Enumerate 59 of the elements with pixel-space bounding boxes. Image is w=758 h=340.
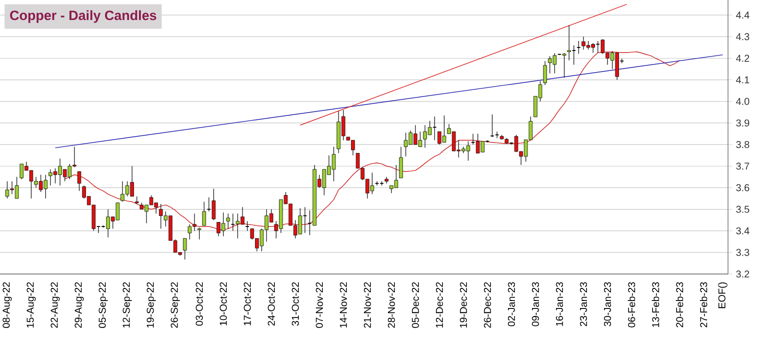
candlestick [245,220,250,232]
x-tick-label: 16-Jan-23 [556,282,563,326]
x-tick-label: 28-Nov-22 [388,282,395,328]
x-tick-label: 14-Nov-22 [340,282,347,328]
x-tick-label: 26-Dec-22 [484,282,491,328]
x-tick-label: 23-Jan-23 [580,282,587,326]
x-tick-label: 02-Jan-23 [508,282,515,326]
y-tick-label: 4.1 [736,76,750,84]
x-tick-label: 17-Oct-22 [244,282,251,326]
y-tick-label: 3.3 [736,248,750,256]
candlestick [197,227,202,240]
y-tick-label: 3.5 [736,206,750,213]
x-tick-label: 26-Sep-22 [170,282,180,328]
x-tick-label: 05-Dec-22 [412,282,419,328]
x-tick-label: 29-Aug-22 [74,282,84,328]
candlestick [490,114,494,138]
x-tick-label: 22-Aug-22 [50,282,60,328]
y-tick-label: 3.6 [736,184,750,192]
y-tick-label: 4.3 [736,33,750,40]
candlestick [230,213,236,232]
candlestick [494,131,500,138]
x-tick-label: 08-Aug-22 [2,282,12,328]
y-tick-label: 3.7 [736,162,750,170]
x-tick-label: 19-Dec-22 [460,282,467,328]
x-tick-label: 13-Feb-23 [652,282,660,327]
y-tick-label: 3.4 [736,227,750,234]
candlestick [183,238,187,260]
x-tick-label: 10-Oct-22 [220,282,227,326]
x-tick-label: 27-Feb-23 [700,282,708,328]
y-tick-label: 4.0 [736,98,750,105]
x-tick-label: 07-Nov-22 [316,282,323,328]
y-tick-label: 3.2 [736,270,750,278]
y-tick-label: 4.4 [736,12,750,19]
x-tick-label: 20-Feb-23 [676,282,684,328]
x-tick-label: EOF() [718,282,728,308]
candlestick [543,60,547,86]
y-tick-label: 4.2 [736,54,750,62]
x-tick-label: 19-Sep-22 [146,282,156,328]
x-tick-label: 15-Aug-22 [26,282,36,328]
text: Copper - Daily Candles [10,10,156,23]
x-tick-label: 06-Feb-23 [628,282,636,328]
candlestick [562,52,566,78]
x-tick-label: 31-Oct-22 [292,282,299,326]
candlestick [77,171,82,192]
x-tick-label: 09-Jan-23 [532,282,539,326]
x-tick-label: 03-Oct-22 [196,282,203,326]
x-tick-label: 30-Jan-23 [604,282,612,326]
y-tick-label: 3.9 [736,119,750,126]
candlestick [576,40,581,54]
candlestick [374,180,380,186]
y-tick-label: 3.8 [736,141,750,148]
x-tick-label: 12-Dec-22 [436,282,443,328]
x-tick-label: 05-Sep-22 [98,282,108,328]
x-tick-label: 12-Sep-22 [122,282,132,328]
x-tick-label: 24-Oct-22 [268,282,275,326]
candlestick [226,213,230,229]
x-tick-label: 21-Nov-22 [364,282,371,328]
candlestick [399,146,403,178]
candlestick [202,201,206,226]
